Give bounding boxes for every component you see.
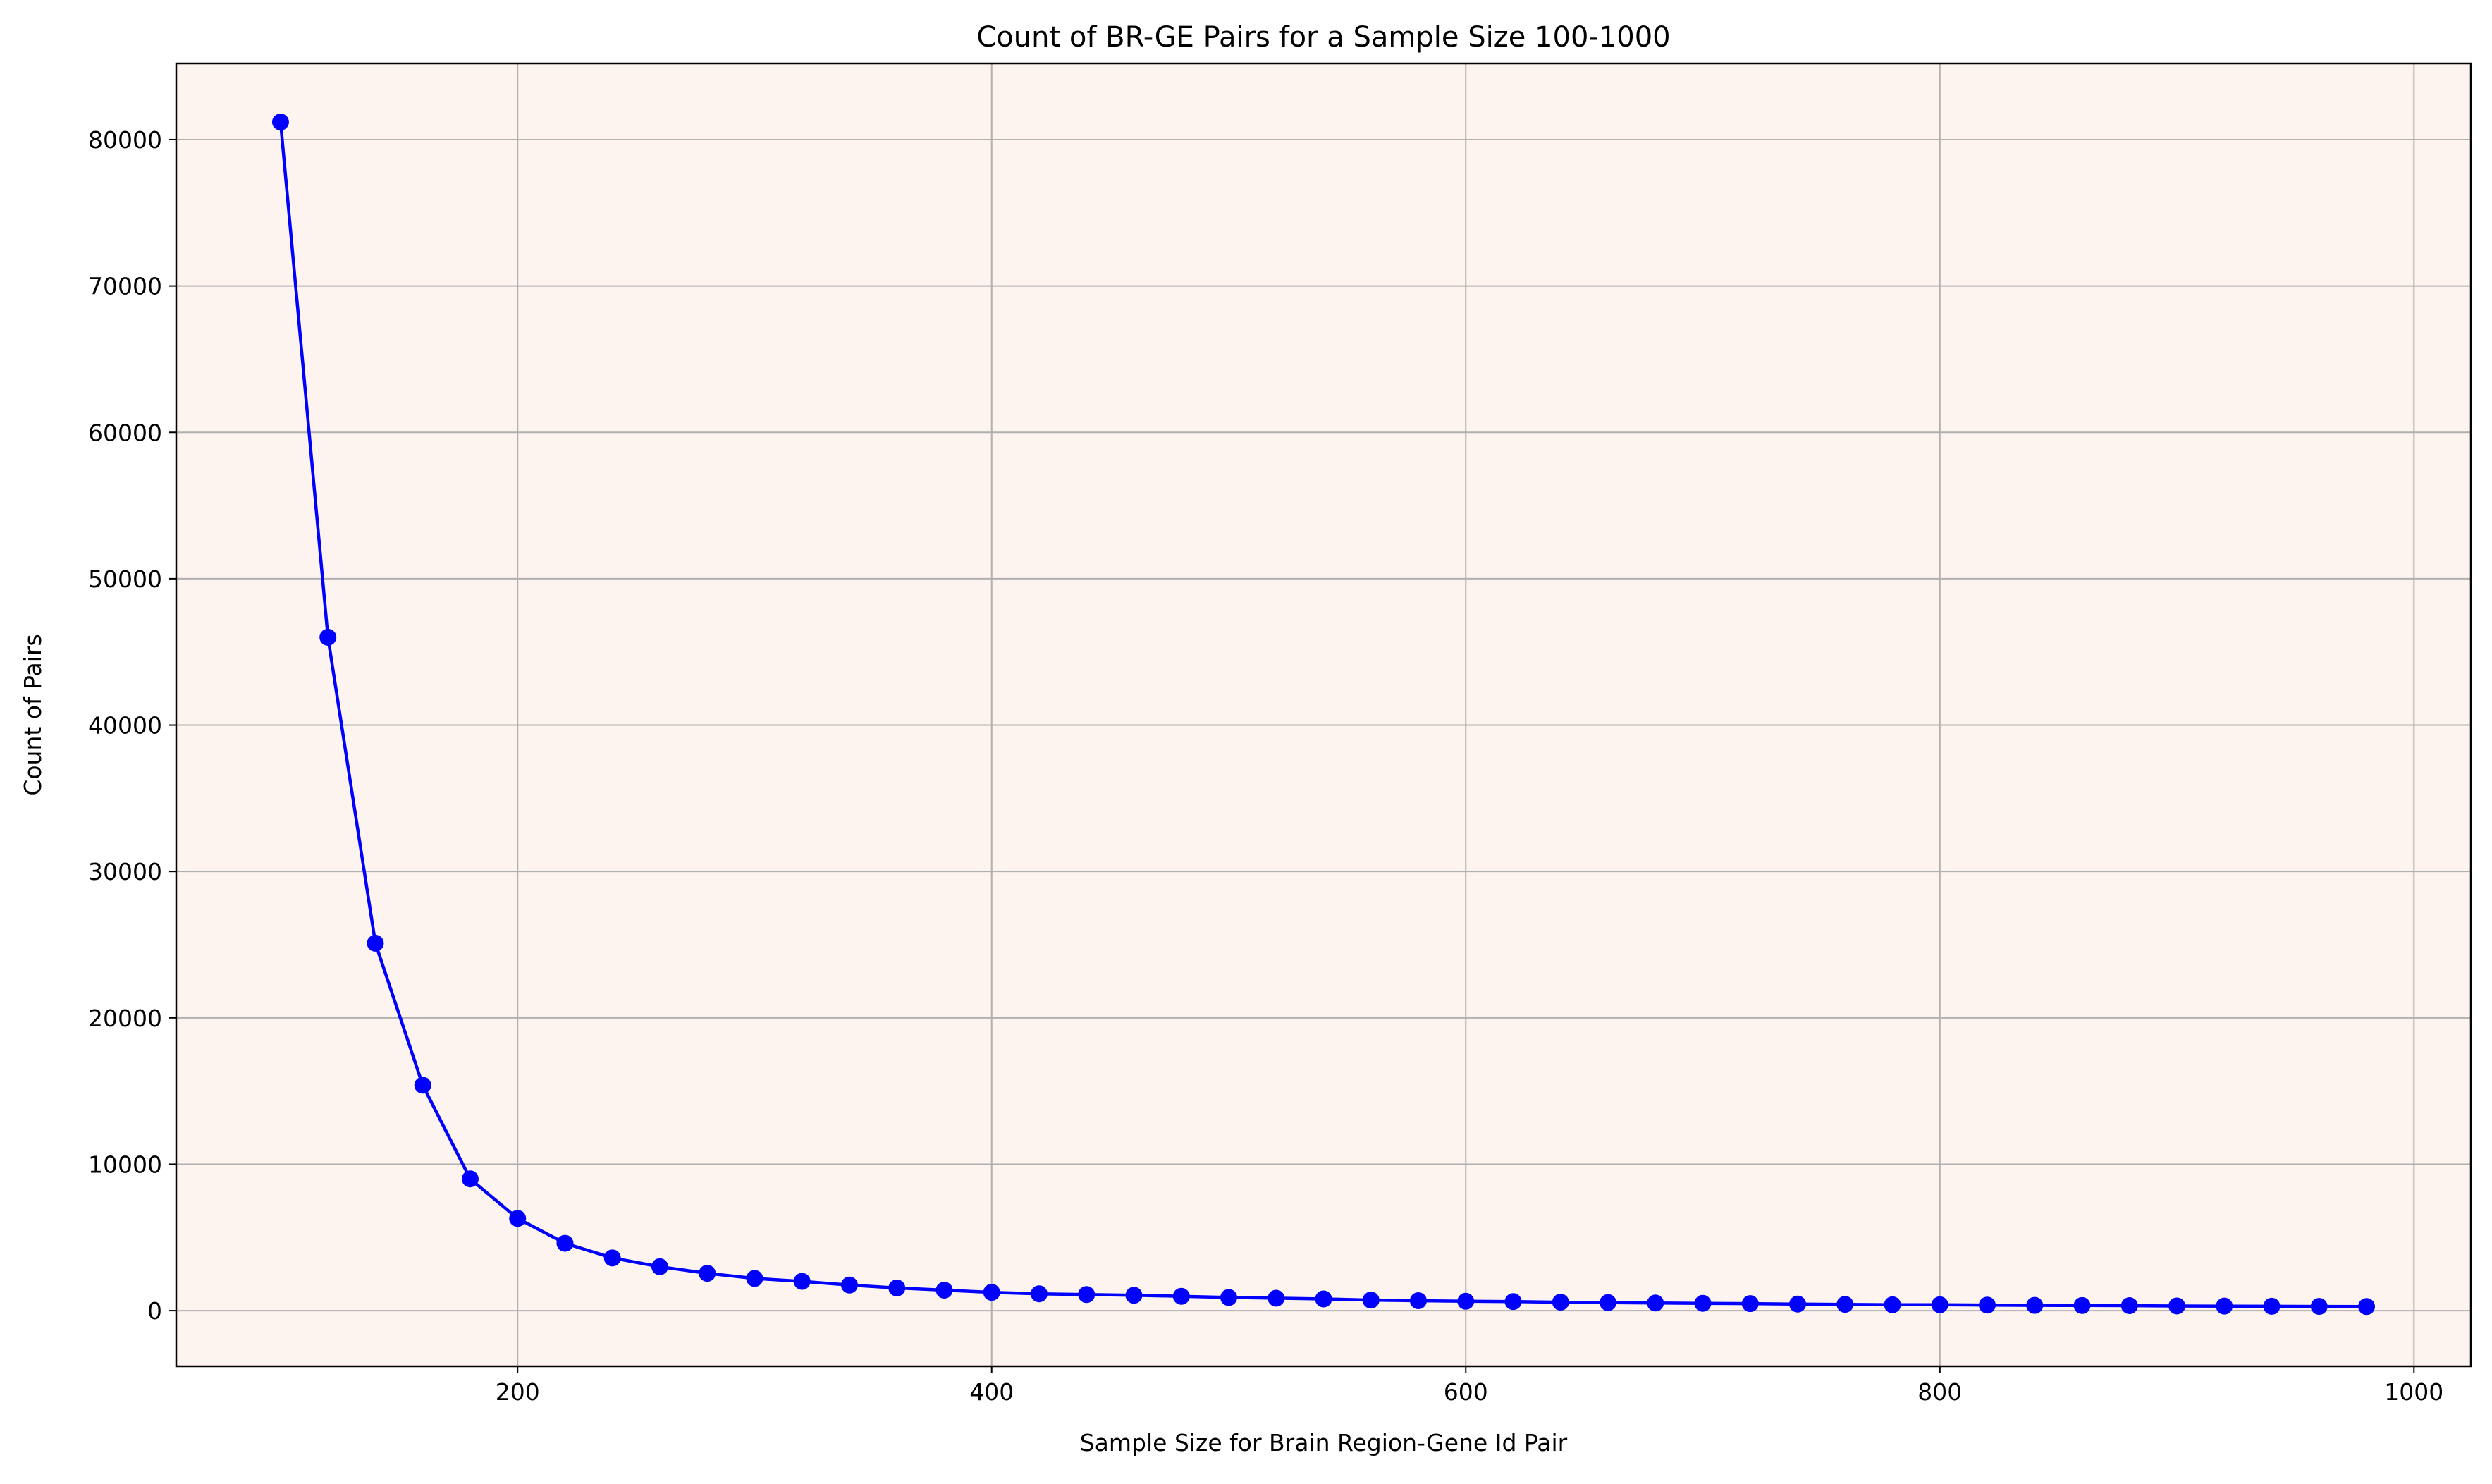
plot-area xyxy=(176,63,2471,1366)
data-point xyxy=(1078,1286,1095,1304)
x-axis-label: Sample Size for Brain Region-Gene Id Pai… xyxy=(1080,1429,1568,1457)
y-tick-label: 20000 xyxy=(88,1005,162,1032)
data-point xyxy=(319,628,337,646)
data-point xyxy=(414,1077,431,1094)
data-point xyxy=(367,934,384,952)
data-point xyxy=(1979,1296,1996,1314)
data-point xyxy=(2168,1297,2186,1315)
data-point xyxy=(1552,1294,1569,1311)
data-point xyxy=(1268,1289,1285,1307)
data-point xyxy=(1931,1296,1948,1313)
data-point xyxy=(1600,1294,1617,1311)
data-point xyxy=(1172,1287,1190,1305)
data-point xyxy=(2073,1296,2091,1314)
data-point xyxy=(2358,1298,2376,1316)
data-point xyxy=(699,1265,716,1282)
data-point xyxy=(1741,1295,1759,1313)
data-point xyxy=(983,1284,1000,1301)
data-point xyxy=(1884,1296,1901,1313)
y-tick-label: 40000 xyxy=(88,712,162,740)
data-point xyxy=(461,1170,479,1188)
y-tick-label: 0 xyxy=(147,1297,162,1325)
y-tick-label: 70000 xyxy=(88,273,162,300)
y-tick-label: 10000 xyxy=(88,1151,162,1178)
series-layer xyxy=(271,114,2376,1316)
data-point xyxy=(840,1276,858,1294)
data-point xyxy=(2216,1297,2233,1315)
data-point xyxy=(1789,1295,1807,1313)
data-point xyxy=(746,1270,763,1287)
data-point xyxy=(1410,1292,1428,1309)
axis-ticks: 200 400 600 800 1000010000200003000040000500… xyxy=(88,126,2443,1406)
data-point xyxy=(509,1210,527,1227)
x-tick-label: 1000 xyxy=(2384,1378,2443,1406)
data-point xyxy=(1362,1292,1380,1309)
data-point xyxy=(2120,1297,2138,1315)
data-point xyxy=(271,114,289,131)
y-tick-label: 50000 xyxy=(88,565,162,593)
data-point xyxy=(651,1258,668,1275)
y-tick-label: 30000 xyxy=(88,858,162,885)
data-point xyxy=(556,1234,574,1252)
data-point xyxy=(1315,1290,1332,1308)
data-point xyxy=(1836,1296,1854,1313)
data-point xyxy=(2026,1296,2044,1314)
data-point xyxy=(1694,1294,1712,1312)
data-point xyxy=(1125,1287,1143,1304)
data-point xyxy=(935,1282,953,1299)
data-point xyxy=(1220,1289,1237,1306)
data-point xyxy=(888,1279,906,1296)
data-point xyxy=(1504,1293,1522,1311)
y-tick-label: 60000 xyxy=(88,419,162,446)
data-point xyxy=(793,1273,811,1290)
chart-title: Count of BR-GE Pairs for a Sample Size 1… xyxy=(976,21,1670,54)
y-tick-label: 80000 xyxy=(88,126,162,154)
data-point xyxy=(1647,1294,1664,1312)
x-tick-label: 600 xyxy=(1444,1378,1488,1406)
data-point xyxy=(603,1249,621,1267)
plot-frame xyxy=(175,62,2472,1368)
data-point xyxy=(2263,1297,2281,1315)
data-point xyxy=(1457,1292,1475,1310)
grid-lines xyxy=(176,63,2471,1366)
data-point xyxy=(2310,1298,2328,1316)
y-axis-label: Count of Pairs xyxy=(19,634,47,795)
x-tick-label: 200 xyxy=(496,1378,540,1406)
x-tick-label: 800 xyxy=(1917,1378,1962,1406)
x-tick-label: 400 xyxy=(969,1378,1014,1406)
data-point xyxy=(1030,1285,1048,1303)
